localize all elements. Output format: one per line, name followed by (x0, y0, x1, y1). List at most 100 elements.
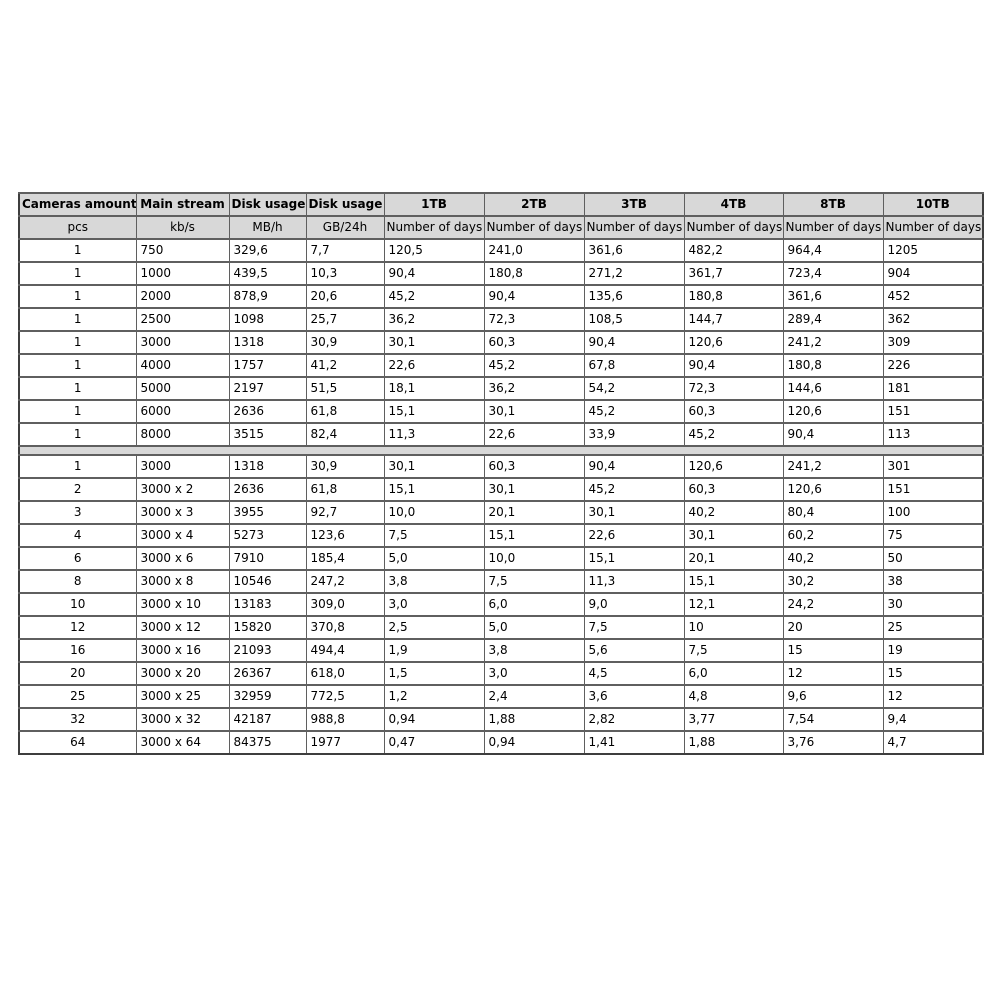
table-row: 6 3000 x 6 7910 185,4 5,0 10,0 15,1 20,1 40,2 50 (18, 546, 984, 571)
cell: 30,9 (305, 330, 385, 355)
cell: 151 (882, 477, 984, 502)
cell: 878,9 (228, 284, 307, 309)
cell: 3000 x 2 (135, 477, 230, 502)
cell: 120,6 (782, 477, 884, 502)
cell: 67,8 (583, 353, 685, 378)
cell: 6 (18, 546, 137, 571)
cell: 3515 (228, 422, 307, 447)
cell: 15,1 (483, 523, 585, 548)
cell: 80,4 (782, 500, 884, 525)
table-row: 2 3000 x 2 2636 61,8 15,1 30,1 45,2 60,3 120,6 15… (18, 477, 984, 502)
cell: 15,1 (383, 399, 485, 424)
table-row: 4 3000 x 4 5273 123,6 7,5 15,1 22,6 30,1 60,2 75 (18, 523, 984, 548)
cell: 30,1 (683, 523, 784, 548)
section-separator (18, 445, 984, 456)
cell: 1 (18, 422, 137, 447)
cell: 54,2 (583, 376, 685, 401)
cell: 452 (882, 284, 984, 309)
cell: 32959 (228, 684, 307, 709)
cell: 1757 (228, 353, 307, 378)
cell: 8 (18, 569, 137, 594)
cell: 36,2 (483, 376, 585, 401)
cell: 40,2 (683, 500, 784, 525)
cell: 3000 x 4 (135, 523, 230, 548)
cell: 361,7 (683, 261, 784, 286)
cell: 5,6 (583, 638, 685, 663)
cell: 361,6 (782, 284, 884, 309)
cell: 51,5 (305, 376, 385, 401)
cell: 3000 x 16 (135, 638, 230, 663)
cell: 135,6 (583, 284, 685, 309)
cell: 41,2 (305, 353, 385, 378)
cell: 33,9 (583, 422, 685, 447)
cell: 12 (882, 684, 984, 709)
cell: 90,4 (483, 284, 585, 309)
cell: 5,0 (383, 546, 485, 571)
cell: 3,77 (683, 707, 784, 732)
table-row: 1 3000 1318 30,9 30,1 60,3 90,4 120,6 241,2 301 (18, 454, 984, 479)
column-header: 2TB (483, 192, 585, 217)
table-row: 8 3000 x 8 10546 247,2 3,8 7,5 11,3 15,1 30,2 38 (18, 569, 984, 594)
cell: 15 (782, 638, 884, 663)
cell: 241,2 (782, 330, 884, 355)
cell: 21093 (228, 638, 307, 663)
units-row: pcs kb/s MB/h GB/24h Number of days Number of… (18, 215, 984, 240)
cell: 45,2 (683, 422, 784, 447)
cell: 3000 x 64 (135, 730, 230, 755)
cell: 30,1 (483, 477, 585, 502)
cell: 3000 x 32 (135, 707, 230, 732)
table-row: 1 4000 1757 41,2 22,6 45,2 67,8 90,4 180,8 226 (18, 353, 984, 378)
cell: 6,0 (483, 592, 585, 617)
table-row: 10 3000 x 10 13183 309,0 3,0 6,0 9,0 12,1 24,2 30 (18, 592, 984, 617)
cell: 1318 (228, 330, 307, 355)
cell: 30,1 (383, 454, 485, 479)
cell: 20,1 (483, 500, 585, 525)
cell: 180,8 (683, 284, 784, 309)
column-unit: Number of days (782, 215, 884, 240)
cell: 30,2 (782, 569, 884, 594)
cell: 10,3 (305, 261, 385, 286)
cell: 1 (18, 376, 137, 401)
table-row: 12 3000 x 12 15820 370,8 2,5 5,0 7,5 10 20 25 (18, 615, 984, 640)
cell: 361,6 (583, 238, 685, 263)
cell: 42187 (228, 707, 307, 732)
cell: 1,88 (683, 730, 784, 755)
cell: 22,6 (483, 422, 585, 447)
cell: 0,47 (383, 730, 485, 755)
column-unit: Number of days (882, 215, 984, 240)
cell: 19 (882, 638, 984, 663)
cell: 964,4 (782, 238, 884, 263)
cell: 750 (135, 238, 230, 263)
cell: 3000 x 25 (135, 684, 230, 709)
cell: 18,1 (383, 376, 485, 401)
storage-table: Cameras amount Main stream Disk usage Disk … (18, 192, 984, 755)
cell: 3000 x 8 (135, 569, 230, 594)
column-header: 10TB (882, 192, 984, 217)
cell: 25 (882, 615, 984, 640)
cell: 45,2 (583, 399, 685, 424)
cell: 10 (18, 592, 137, 617)
column-unit: Number of days (683, 215, 784, 240)
cell: 45,2 (483, 353, 585, 378)
cell: 1 (18, 261, 137, 286)
table-row: 1 2000 878,9 20,6 45,2 90,4 135,6 180,8 361,6 452 (18, 284, 984, 309)
cell: 6000 (135, 399, 230, 424)
cell: 4,5 (583, 661, 685, 686)
cell: 7,5 (383, 523, 485, 548)
cell: 618,0 (305, 661, 385, 686)
cell: 329,6 (228, 238, 307, 263)
cell: 61,8 (305, 399, 385, 424)
table-row: 1 2500 1098 25,7 36,2 72,3 108,5 144,7 289,4 362 (18, 307, 984, 332)
cell: 180,8 (483, 261, 585, 286)
cell: 494,4 (305, 638, 385, 663)
cell: 9,4 (882, 707, 984, 732)
column-header: Main stream (135, 192, 230, 217)
cell: 1 (18, 238, 137, 263)
cell: 20 (782, 615, 884, 640)
cell: 3000 x 6 (135, 546, 230, 571)
cell: 82,4 (305, 422, 385, 447)
cell: 25 (18, 684, 137, 709)
cell: 60,3 (683, 399, 784, 424)
table-row: 20 3000 x 20 26367 618,0 1,5 3,0 4,5 6,0 12 15 (18, 661, 984, 686)
